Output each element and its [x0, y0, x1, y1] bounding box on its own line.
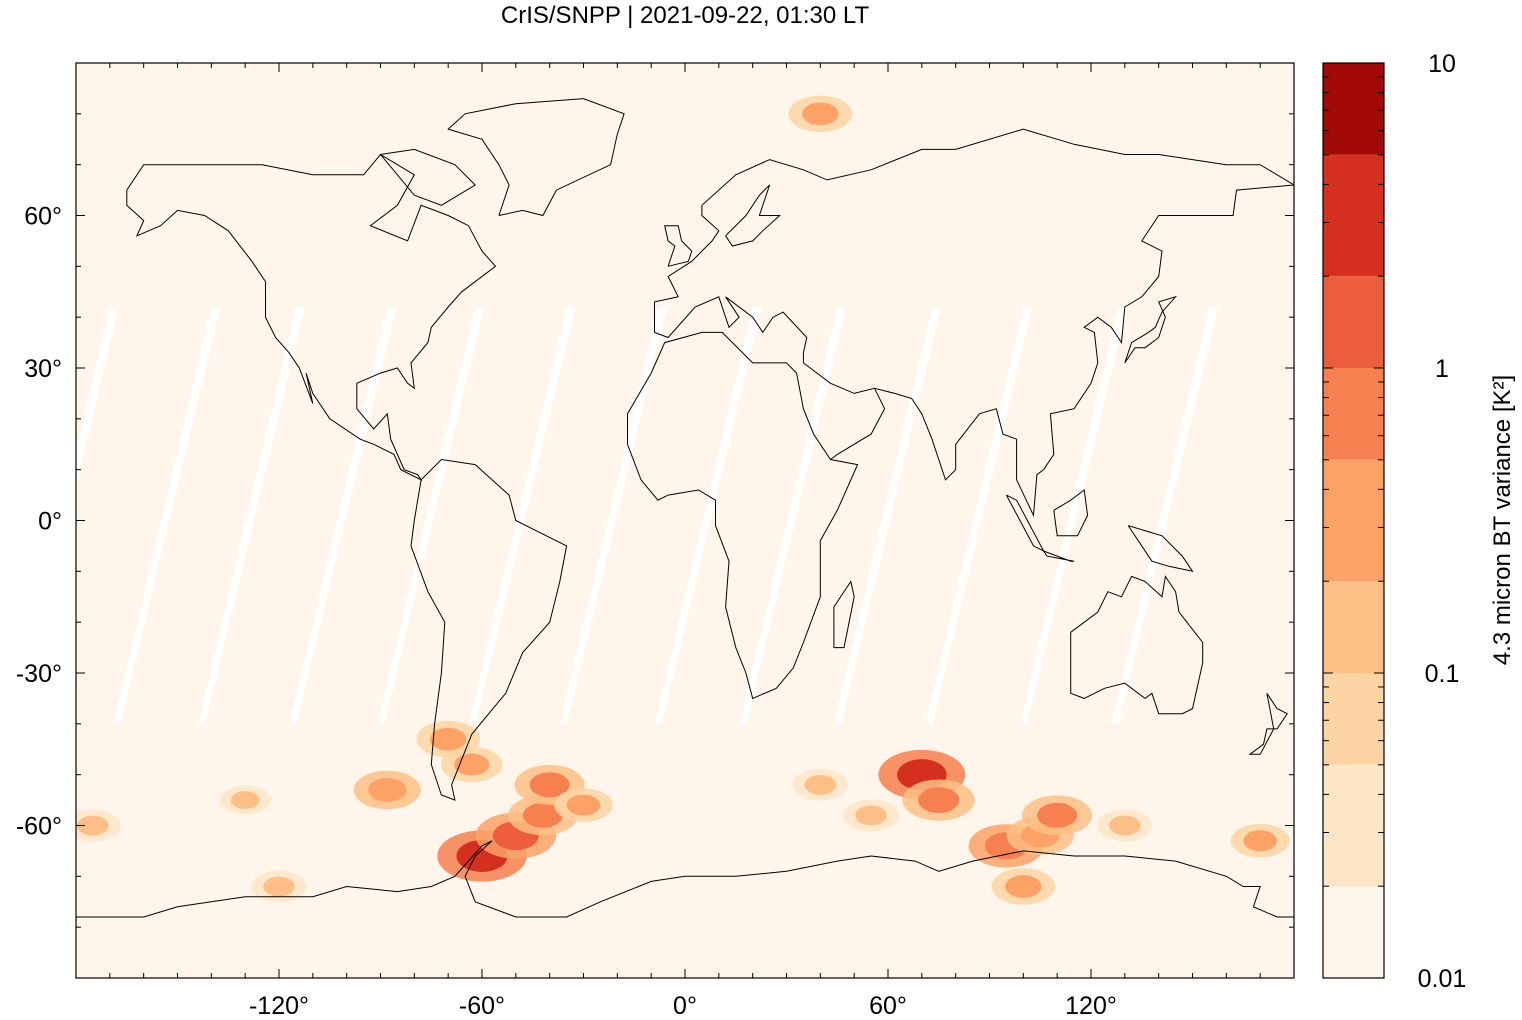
orbit-gaps — [76, 307, 1219, 724]
coastline — [725, 184, 781, 247]
map-background — [76, 63, 1294, 978]
x-tick-label: 60° — [869, 992, 907, 1020]
y-axis: 60° 30° 0° -30° -60° — [16, 62, 1294, 979]
coastline — [1248, 693, 1288, 755]
orbit-gap — [468, 307, 576, 724]
coastline — [76, 840, 1294, 918]
coastline-map — [76, 98, 1294, 918]
orbit-gap — [834, 307, 941, 724]
coastline — [1124, 295, 1178, 364]
orbit-gap — [560, 307, 667, 724]
coastline — [410, 458, 568, 801]
colorbar-tick-label: 1 — [1435, 355, 1449, 383]
variance-patch — [429, 727, 467, 751]
colorbar-tick-label: 0.1 — [1425, 660, 1460, 688]
coastline — [1070, 575, 1204, 715]
colorbar-frame — [1322, 62, 1385, 979]
x-tick-label: 120° — [1065, 992, 1117, 1020]
colorbar-segment — [1323, 368, 1384, 460]
coastline — [803, 362, 886, 460]
coastline — [664, 225, 693, 267]
variance-patch — [529, 772, 570, 798]
colorbar-segment — [1323, 154, 1384, 277]
plot-area — [75, 62, 1295, 979]
colorbar-segment — [1323, 459, 1384, 582]
variance-patch — [1243, 830, 1277, 852]
coastline — [654, 296, 808, 363]
colorbar-tick-label: 10 — [1428, 50, 1456, 78]
orbit-gap — [377, 307, 485, 724]
variance-patch — [368, 777, 407, 802]
y-tick-label: 60° — [24, 203, 62, 231]
variance-field — [76, 95, 1290, 905]
variance-patch — [804, 774, 837, 795]
coastline — [379, 148, 477, 206]
coastline — [1127, 525, 1194, 573]
colorbar-segment — [1323, 673, 1384, 765]
coastline — [1053, 489, 1089, 537]
orbit-gap — [289, 307, 397, 724]
coastline — [126, 153, 497, 482]
y-tick-label: 30° — [24, 355, 62, 383]
variance-patch — [522, 802, 563, 828]
variance-patch — [802, 102, 839, 126]
coastline — [447, 98, 625, 217]
colorbar: 0.01 0.1 1 10 — [1322, 50, 1467, 993]
x-tick-label: 0° — [673, 992, 697, 1020]
colorbar-label: 4.3 micron BT variance [K²] — [1489, 375, 1516, 665]
coastline — [874, 184, 1294, 518]
orbit-gap — [739, 307, 847, 724]
y-tick-label: 0° — [38, 508, 62, 536]
colorbar-segment — [1323, 886, 1384, 978]
orbit-gap — [76, 307, 119, 487]
variance-patch — [230, 791, 260, 810]
coastline — [833, 580, 855, 649]
y-tick-label: -30° — [16, 660, 62, 688]
variance-patch — [263, 876, 295, 897]
colorbar-segment — [1323, 581, 1384, 673]
orbit-gap — [113, 307, 221, 724]
colorbar-segment — [1323, 764, 1384, 887]
variance-patch — [77, 815, 109, 836]
coastline — [627, 331, 859, 700]
variance-patch — [1037, 802, 1078, 828]
orbit-gap — [925, 307, 1033, 724]
x-tick-label: -120° — [249, 992, 309, 1020]
variance-patch — [1005, 875, 1042, 898]
variance-patch — [855, 805, 887, 826]
colorbar-segment — [1323, 63, 1384, 155]
orbit-gap — [198, 307, 305, 724]
orbit-gap — [654, 307, 762, 724]
x-axis: -120° -60° 0° 60° 120° — [75, 63, 1295, 1020]
orbit-gap — [1020, 307, 1128, 724]
variance-patch — [566, 794, 601, 816]
orbit-gap — [1111, 307, 1219, 724]
colorbar-segment — [1323, 276, 1384, 368]
coastline — [1043, 550, 1075, 562]
colorbar-tick-label: 0.01 — [1418, 965, 1467, 993]
chart-title: CrIS/SNPP | 2021-09-22, 01:30 LT — [501, 2, 870, 29]
variance-patch — [454, 753, 490, 776]
coastline — [654, 128, 1294, 333]
variance-patch — [918, 787, 960, 813]
y-tick-label: -60° — [16, 813, 62, 841]
x-tick-label: -60° — [459, 992, 505, 1020]
variance-patch — [1109, 815, 1141, 836]
